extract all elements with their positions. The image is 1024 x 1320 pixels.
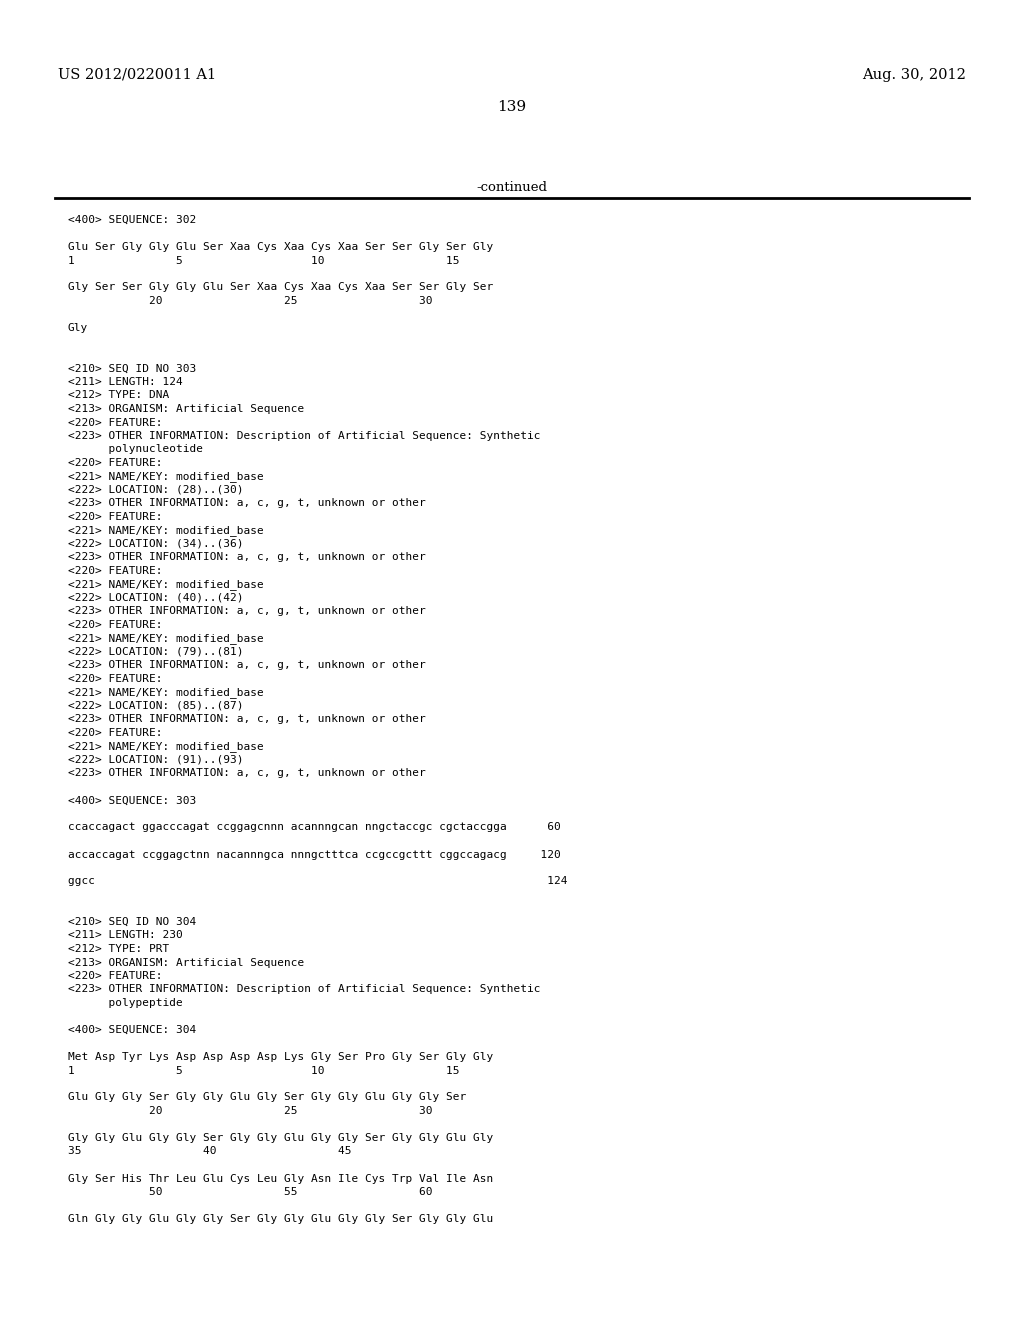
Text: <223> OTHER INFORMATION: Description of Artificial Sequence: Synthetic: <223> OTHER INFORMATION: Description of … bbox=[68, 432, 541, 441]
Text: <223> OTHER INFORMATION: a, c, g, t, unknown or other: <223> OTHER INFORMATION: a, c, g, t, unk… bbox=[68, 606, 426, 616]
Text: <221> NAME/KEY: modified_base: <221> NAME/KEY: modified_base bbox=[68, 688, 264, 698]
Text: <220> FEATURE:: <220> FEATURE: bbox=[68, 512, 163, 521]
Text: <220> FEATURE:: <220> FEATURE: bbox=[68, 458, 163, 469]
Text: <222> LOCATION: (91)..(93): <222> LOCATION: (91)..(93) bbox=[68, 755, 244, 766]
Text: <220> FEATURE:: <220> FEATURE: bbox=[68, 729, 163, 738]
Text: <221> NAME/KEY: modified_base: <221> NAME/KEY: modified_base bbox=[68, 579, 264, 590]
Text: <400> SEQUENCE: 303: <400> SEQUENCE: 303 bbox=[68, 796, 197, 805]
Text: polynucleotide: polynucleotide bbox=[68, 445, 203, 454]
Text: 50                  55                  60: 50 55 60 bbox=[68, 1187, 432, 1197]
Text: Gly: Gly bbox=[68, 323, 88, 333]
Text: <210> SEQ ID NO 303: <210> SEQ ID NO 303 bbox=[68, 363, 197, 374]
Text: <400> SEQUENCE: 302: <400> SEQUENCE: 302 bbox=[68, 215, 197, 224]
Text: -continued: -continued bbox=[476, 181, 548, 194]
Text: <223> OTHER INFORMATION: a, c, g, t, unknown or other: <223> OTHER INFORMATION: a, c, g, t, unk… bbox=[68, 714, 426, 725]
Text: <220> FEATURE:: <220> FEATURE: bbox=[68, 675, 163, 684]
Text: ggcc                                                                   124: ggcc 124 bbox=[68, 876, 567, 887]
Text: <210> SEQ ID NO 304: <210> SEQ ID NO 304 bbox=[68, 917, 197, 927]
Text: <221> NAME/KEY: modified_base: <221> NAME/KEY: modified_base bbox=[68, 742, 264, 752]
Text: <400> SEQUENCE: 304: <400> SEQUENCE: 304 bbox=[68, 1026, 197, 1035]
Text: <220> FEATURE:: <220> FEATURE: bbox=[68, 566, 163, 576]
Text: Glu Ser Gly Gly Glu Ser Xaa Cys Xaa Cys Xaa Ser Ser Gly Ser Gly: Glu Ser Gly Gly Glu Ser Xaa Cys Xaa Cys … bbox=[68, 242, 494, 252]
Text: <222> LOCATION: (79)..(81): <222> LOCATION: (79)..(81) bbox=[68, 647, 244, 657]
Text: Gln Gly Gly Glu Gly Gly Ser Gly Gly Glu Gly Gly Ser Gly Gly Glu: Gln Gly Gly Glu Gly Gly Ser Gly Gly Glu … bbox=[68, 1214, 494, 1224]
Text: <213> ORGANISM: Artificial Sequence: <213> ORGANISM: Artificial Sequence bbox=[68, 404, 304, 414]
Text: US 2012/0220011 A1: US 2012/0220011 A1 bbox=[58, 69, 216, 82]
Text: Gly Ser His Thr Leu Glu Cys Leu Gly Asn Ile Cys Trp Val Ile Asn: Gly Ser His Thr Leu Glu Cys Leu Gly Asn … bbox=[68, 1173, 494, 1184]
Text: <212> TYPE: DNA: <212> TYPE: DNA bbox=[68, 391, 169, 400]
Text: <223> OTHER INFORMATION: a, c, g, t, unknown or other: <223> OTHER INFORMATION: a, c, g, t, unk… bbox=[68, 768, 426, 779]
Text: accaccagat ccggagctnn nacannngca nnngctttca ccgccgcttt cggccagacg     120: accaccagat ccggagctnn nacannngca nnngctt… bbox=[68, 850, 561, 859]
Text: <211> LENGTH: 124: <211> LENGTH: 124 bbox=[68, 378, 182, 387]
Text: 35                  40                  45: 35 40 45 bbox=[68, 1147, 351, 1156]
Text: 1               5                   10                  15: 1 5 10 15 bbox=[68, 1065, 460, 1076]
Text: <222> LOCATION: (85)..(87): <222> LOCATION: (85)..(87) bbox=[68, 701, 244, 711]
Text: 20                  25                  30: 20 25 30 bbox=[68, 1106, 432, 1115]
Text: <220> FEATURE:: <220> FEATURE: bbox=[68, 417, 163, 428]
Text: polypeptide: polypeptide bbox=[68, 998, 182, 1008]
Text: <222> LOCATION: (34)..(36): <222> LOCATION: (34)..(36) bbox=[68, 539, 244, 549]
Text: 1               5                   10                  15: 1 5 10 15 bbox=[68, 256, 460, 265]
Text: 139: 139 bbox=[498, 100, 526, 114]
Text: ccaccagact ggacccagat ccggagcnnn acannngcan nngctaccgc cgctaccgga      60: ccaccagact ggacccagat ccggagcnnn acannng… bbox=[68, 822, 561, 833]
Text: Gly Gly Glu Gly Gly Ser Gly Gly Glu Gly Gly Ser Gly Gly Glu Gly: Gly Gly Glu Gly Gly Ser Gly Gly Glu Gly … bbox=[68, 1133, 494, 1143]
Text: <221> NAME/KEY: modified_base: <221> NAME/KEY: modified_base bbox=[68, 525, 264, 536]
Text: Met Asp Tyr Lys Asp Asp Asp Asp Lys Gly Ser Pro Gly Ser Gly Gly: Met Asp Tyr Lys Asp Asp Asp Asp Lys Gly … bbox=[68, 1052, 494, 1063]
Text: <222> LOCATION: (28)..(30): <222> LOCATION: (28)..(30) bbox=[68, 484, 244, 495]
Text: Glu Gly Gly Ser Gly Gly Glu Gly Ser Gly Gly Glu Gly Gly Ser: Glu Gly Gly Ser Gly Gly Glu Gly Ser Gly … bbox=[68, 1093, 466, 1102]
Text: Gly Ser Ser Gly Gly Glu Ser Xaa Cys Xaa Cys Xaa Ser Ser Gly Ser: Gly Ser Ser Gly Gly Glu Ser Xaa Cys Xaa … bbox=[68, 282, 494, 293]
Text: <223> OTHER INFORMATION: a, c, g, t, unknown or other: <223> OTHER INFORMATION: a, c, g, t, unk… bbox=[68, 660, 426, 671]
Text: <221> NAME/KEY: modified_base: <221> NAME/KEY: modified_base bbox=[68, 471, 264, 482]
Text: <221> NAME/KEY: modified_base: <221> NAME/KEY: modified_base bbox=[68, 634, 264, 644]
Text: <223> OTHER INFORMATION: a, c, g, t, unknown or other: <223> OTHER INFORMATION: a, c, g, t, unk… bbox=[68, 553, 426, 562]
Text: 20                  25                  30: 20 25 30 bbox=[68, 296, 432, 306]
Text: <220> FEATURE:: <220> FEATURE: bbox=[68, 972, 163, 981]
Text: <213> ORGANISM: Artificial Sequence: <213> ORGANISM: Artificial Sequence bbox=[68, 957, 304, 968]
Text: <211> LENGTH: 230: <211> LENGTH: 230 bbox=[68, 931, 182, 940]
Text: Aug. 30, 2012: Aug. 30, 2012 bbox=[862, 69, 966, 82]
Text: <222> LOCATION: (40)..(42): <222> LOCATION: (40)..(42) bbox=[68, 593, 244, 603]
Text: <220> FEATURE:: <220> FEATURE: bbox=[68, 620, 163, 630]
Text: <223> OTHER INFORMATION: Description of Artificial Sequence: Synthetic: <223> OTHER INFORMATION: Description of … bbox=[68, 985, 541, 994]
Text: <223> OTHER INFORMATION: a, c, g, t, unknown or other: <223> OTHER INFORMATION: a, c, g, t, unk… bbox=[68, 499, 426, 508]
Text: <212> TYPE: PRT: <212> TYPE: PRT bbox=[68, 944, 169, 954]
